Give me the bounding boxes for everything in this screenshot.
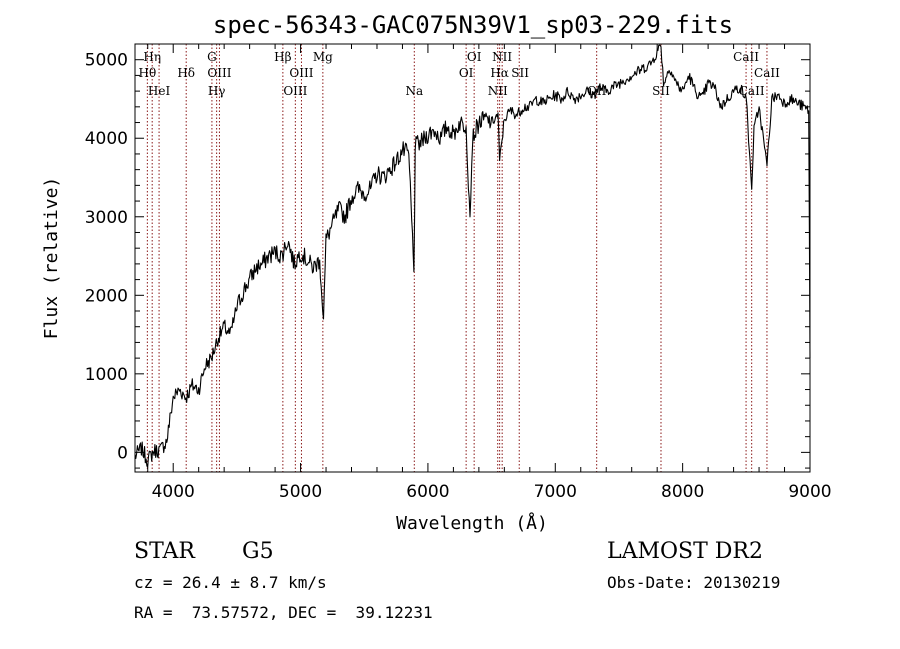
y-tick-label: 5000 [85, 51, 128, 71]
line-annotation: NII [488, 84, 508, 98]
line-annotation: OIII [289, 66, 313, 80]
line-annotation: SII [511, 66, 529, 80]
class-label: STAR [134, 539, 195, 564]
y-tick-label: 0 [117, 443, 128, 463]
x-tick-label: 7000 [534, 482, 577, 502]
x-axis: 4000 5000 6000 7000 8000 9000 [147, 44, 832, 502]
line-annotation: HeI [148, 84, 171, 98]
obs-date-text: Obs-Date: 20130219 [607, 573, 781, 592]
line-annotation: Mg [313, 50, 333, 64]
y-tick-label: 4000 [85, 129, 128, 149]
redshift-text: cz = 26.4 ± 8.7 km/s [134, 573, 327, 592]
line-annotation: NII [492, 50, 512, 64]
x-tick-label: 4000 [152, 482, 195, 502]
line-annotation: Na [405, 84, 423, 98]
x-tick-label: 9000 [788, 482, 831, 502]
line-annotation: Hδ [177, 66, 195, 80]
series-group [134, 44, 811, 468]
x-axis-label: Wavelength (Å) [396, 512, 548, 534]
chart-title: spec-56343-GAC075N39V1_sp03-229.fits [213, 11, 733, 39]
x-tick-label: 6000 [406, 482, 449, 502]
line-annotation: CaII [754, 66, 780, 80]
coords-text: RA = 73.57572, DEC = 39.12231 [134, 603, 433, 622]
line-annotation: Hη [143, 50, 161, 64]
line-annotation: OIII [207, 66, 231, 80]
line-annotation: CaII [733, 50, 759, 64]
y-axis: 0 1000 2000 3000 4000 5000 [85, 43, 810, 469]
line-annotation: G [207, 50, 217, 64]
y-tick-label: 3000 [85, 208, 128, 228]
line-annotation: SII [652, 84, 670, 98]
y-tick-label: 1000 [85, 365, 128, 385]
survey-label: LAMOST DR2 [607, 539, 763, 564]
subclass-label: G5 [242, 539, 274, 564]
y-tick-label: 2000 [85, 286, 128, 306]
y-axis-label: Flux (relative) [41, 177, 62, 340]
line-annotation: OIII [283, 84, 307, 98]
line-annotation: Hθ [139, 66, 157, 80]
line-annotation: Hα [490, 66, 509, 80]
x-tick-label: 8000 [661, 482, 704, 502]
line-marker-group [146, 44, 768, 472]
line-annotation: Hγ [208, 84, 226, 98]
line-annotation: Hβ [274, 50, 291, 64]
line-annotation: OI [467, 50, 482, 64]
spectrum-line [134, 44, 811, 468]
plot-frame [134, 43, 811, 473]
line-annotation: OI [459, 66, 474, 80]
annotation-group: HηHθHeIHδGOIIIHγHβOIIIOIIIMgNaOIOINIIHαN… [139, 50, 781, 98]
x-tick-label: 5000 [279, 482, 322, 502]
